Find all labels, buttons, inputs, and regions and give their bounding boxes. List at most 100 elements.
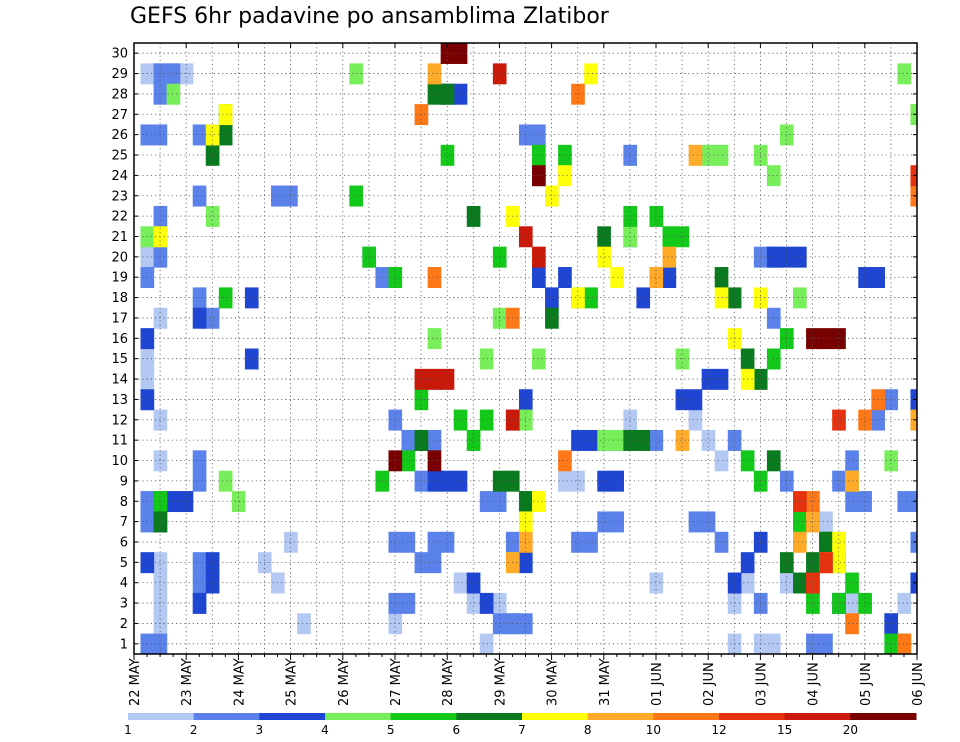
cell-1 (297, 613, 311, 635)
cell-3 (779, 246, 794, 268)
x-tick-label: 25 MAY (285, 658, 300, 706)
cell-2 (714, 531, 729, 553)
cell-5 (662, 226, 677, 248)
cell-20 (806, 328, 820, 350)
cell-1 (179, 63, 194, 85)
cell-6 (793, 572, 807, 594)
y-tick-label: 5 (120, 556, 128, 571)
y-tick-label: 24 (111, 169, 128, 184)
cell-5 (349, 185, 363, 207)
cell-20 (819, 328, 833, 350)
cell-7 (832, 552, 846, 574)
y-tick-label: 12 (111, 413, 128, 428)
cell-2 (401, 429, 416, 451)
cell-7 (545, 185, 559, 207)
cell-2 (427, 531, 442, 553)
cell-10 (427, 267, 442, 288)
cell-2 (205, 307, 220, 329)
colorbar-label: 1 (124, 723, 132, 737)
cell-3 (688, 389, 703, 411)
x-tick-label: 23 MAY (180, 658, 195, 706)
x-tick-label: 03 JUN (754, 662, 769, 706)
y-tick-label: 13 (111, 393, 128, 408)
cell-2 (571, 531, 585, 553)
cell-7 (832, 531, 846, 553)
colorbar-swatch (784, 713, 851, 720)
x-tick-label: 02 JUN (702, 662, 717, 706)
x-axis: 22 MAY 23 MAY 24 MAY 25 MAY 26 MAY 27 MAY 28 M… (128, 43, 926, 706)
y-tick-label: 6 (120, 535, 128, 550)
colorbar-swatch (653, 713, 720, 720)
cell-3 (453, 83, 468, 105)
x-tick-label: 27 MAY (389, 658, 404, 706)
cell-8 (427, 63, 442, 85)
y-tick-label: 20 (111, 250, 128, 265)
cell-7 (714, 287, 729, 309)
y-tick-label: 19 (111, 271, 128, 286)
x-tick-label: 26 MAY (337, 658, 352, 706)
cell-3 (675, 389, 690, 411)
colorbar-label: 2 (190, 723, 198, 737)
cell-6 (466, 205, 481, 227)
cell-3 (453, 470, 468, 492)
cell-2 (192, 470, 207, 492)
cell-7 (584, 63, 598, 85)
cell-10 (897, 633, 912, 654)
cell-7 (597, 246, 611, 268)
cell-12 (819, 552, 833, 574)
colorbar-label: 12 (711, 723, 726, 737)
cell-2 (819, 633, 833, 654)
colorbar-label: 15 (777, 723, 792, 737)
colorbar-label: 8 (584, 723, 592, 737)
cell-2 (414, 552, 429, 574)
cell-7 (571, 287, 585, 309)
y-tick-label: 23 (111, 189, 128, 204)
cell-2 (779, 470, 794, 492)
cell-2 (427, 552, 442, 574)
cell-1 (819, 511, 833, 533)
cell-20 (453, 43, 468, 64)
cell-3 (192, 307, 207, 329)
colorbar-swatch (193, 713, 260, 720)
cell-5 (218, 287, 233, 309)
colorbar-swatch (587, 713, 654, 720)
y-tick-label: 15 (111, 352, 128, 367)
cell-5 (414, 389, 429, 411)
cell-4 (479, 348, 494, 370)
colorbar-swatch (390, 713, 457, 720)
y-tick-label: 30 (111, 47, 128, 62)
cell-1 (766, 633, 781, 654)
cell-2 (401, 592, 416, 614)
cell-6 (427, 83, 442, 105)
x-tick-label: 01 JUN (650, 662, 665, 706)
y-tick-label: 22 (111, 210, 128, 225)
cell-8 (662, 246, 677, 268)
cell-3 (479, 592, 494, 614)
cell-15 (427, 368, 442, 390)
cell-1 (701, 429, 716, 451)
cell-5 (558, 144, 572, 166)
colorbar-label: 20 (843, 723, 858, 737)
cell-5 (845, 572, 859, 594)
cell-2 (440, 531, 455, 553)
cell-2 (532, 124, 546, 146)
cell-2 (192, 572, 207, 594)
cell-2 (427, 429, 442, 451)
colorbar-label: 3 (256, 723, 264, 737)
cell-1 (453, 572, 468, 594)
colorbar-label: 10 (646, 723, 661, 737)
cell-2 (845, 450, 859, 472)
cell-12 (806, 572, 820, 594)
cell-1 (649, 572, 664, 594)
x-tick-label: 30 MAY (546, 658, 561, 706)
cell-2 (845, 491, 859, 513)
cell-1 (688, 409, 703, 431)
cell-4 (766, 165, 781, 187)
cell-7 (558, 165, 572, 187)
y-tick-label: 2 (120, 617, 128, 632)
y-tick-label: 28 (111, 87, 128, 102)
colorbar-swatch (719, 713, 786, 720)
cell-8 (675, 429, 690, 451)
cell-2 (192, 124, 207, 146)
colorbar-swatch (259, 713, 326, 720)
